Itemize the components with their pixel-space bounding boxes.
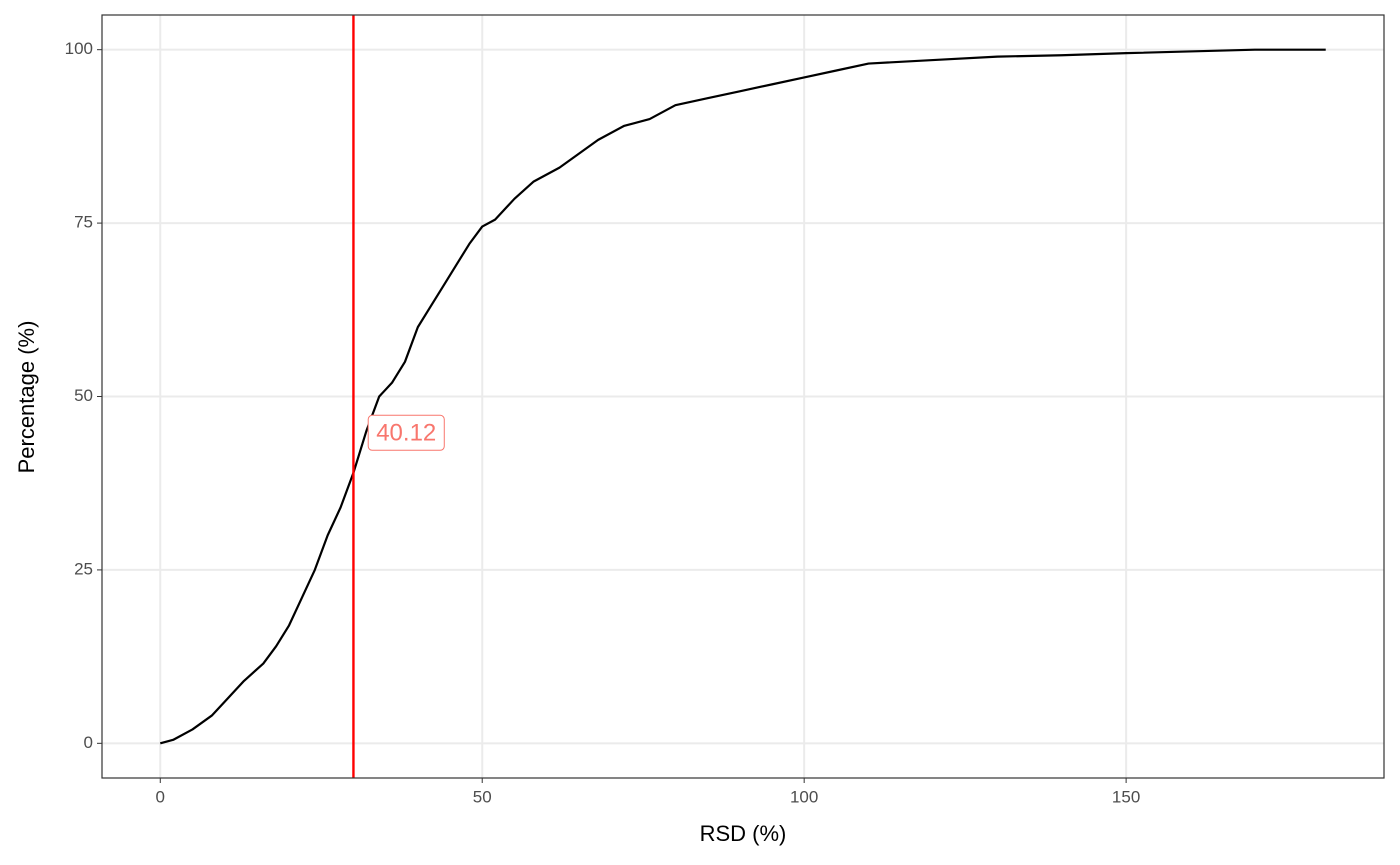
y-tick-label: 0 — [84, 733, 93, 752]
y-axis-title: Percentage (%) — [14, 321, 39, 474]
y-tick-label: 100 — [65, 39, 93, 58]
annotation: 40.12 — [367, 414, 445, 451]
x-tick-label: 150 — [1112, 787, 1140, 806]
y-tick-label: 50 — [74, 386, 93, 405]
y-tick-label: 25 — [74, 559, 93, 578]
annotation-label: 40.12 — [376, 419, 436, 446]
x-tick-label: 100 — [790, 787, 818, 806]
x-tick-label: 50 — [473, 787, 492, 806]
x-tick-label: 0 — [156, 787, 165, 806]
y-tick-label: 75 — [74, 213, 93, 232]
panel-border — [101, 14, 1385, 779]
x-axis-title: RSD (%) — [700, 821, 787, 846]
annotation-box — [367, 414, 445, 451]
ecdf-line — [159, 48, 1326, 745]
